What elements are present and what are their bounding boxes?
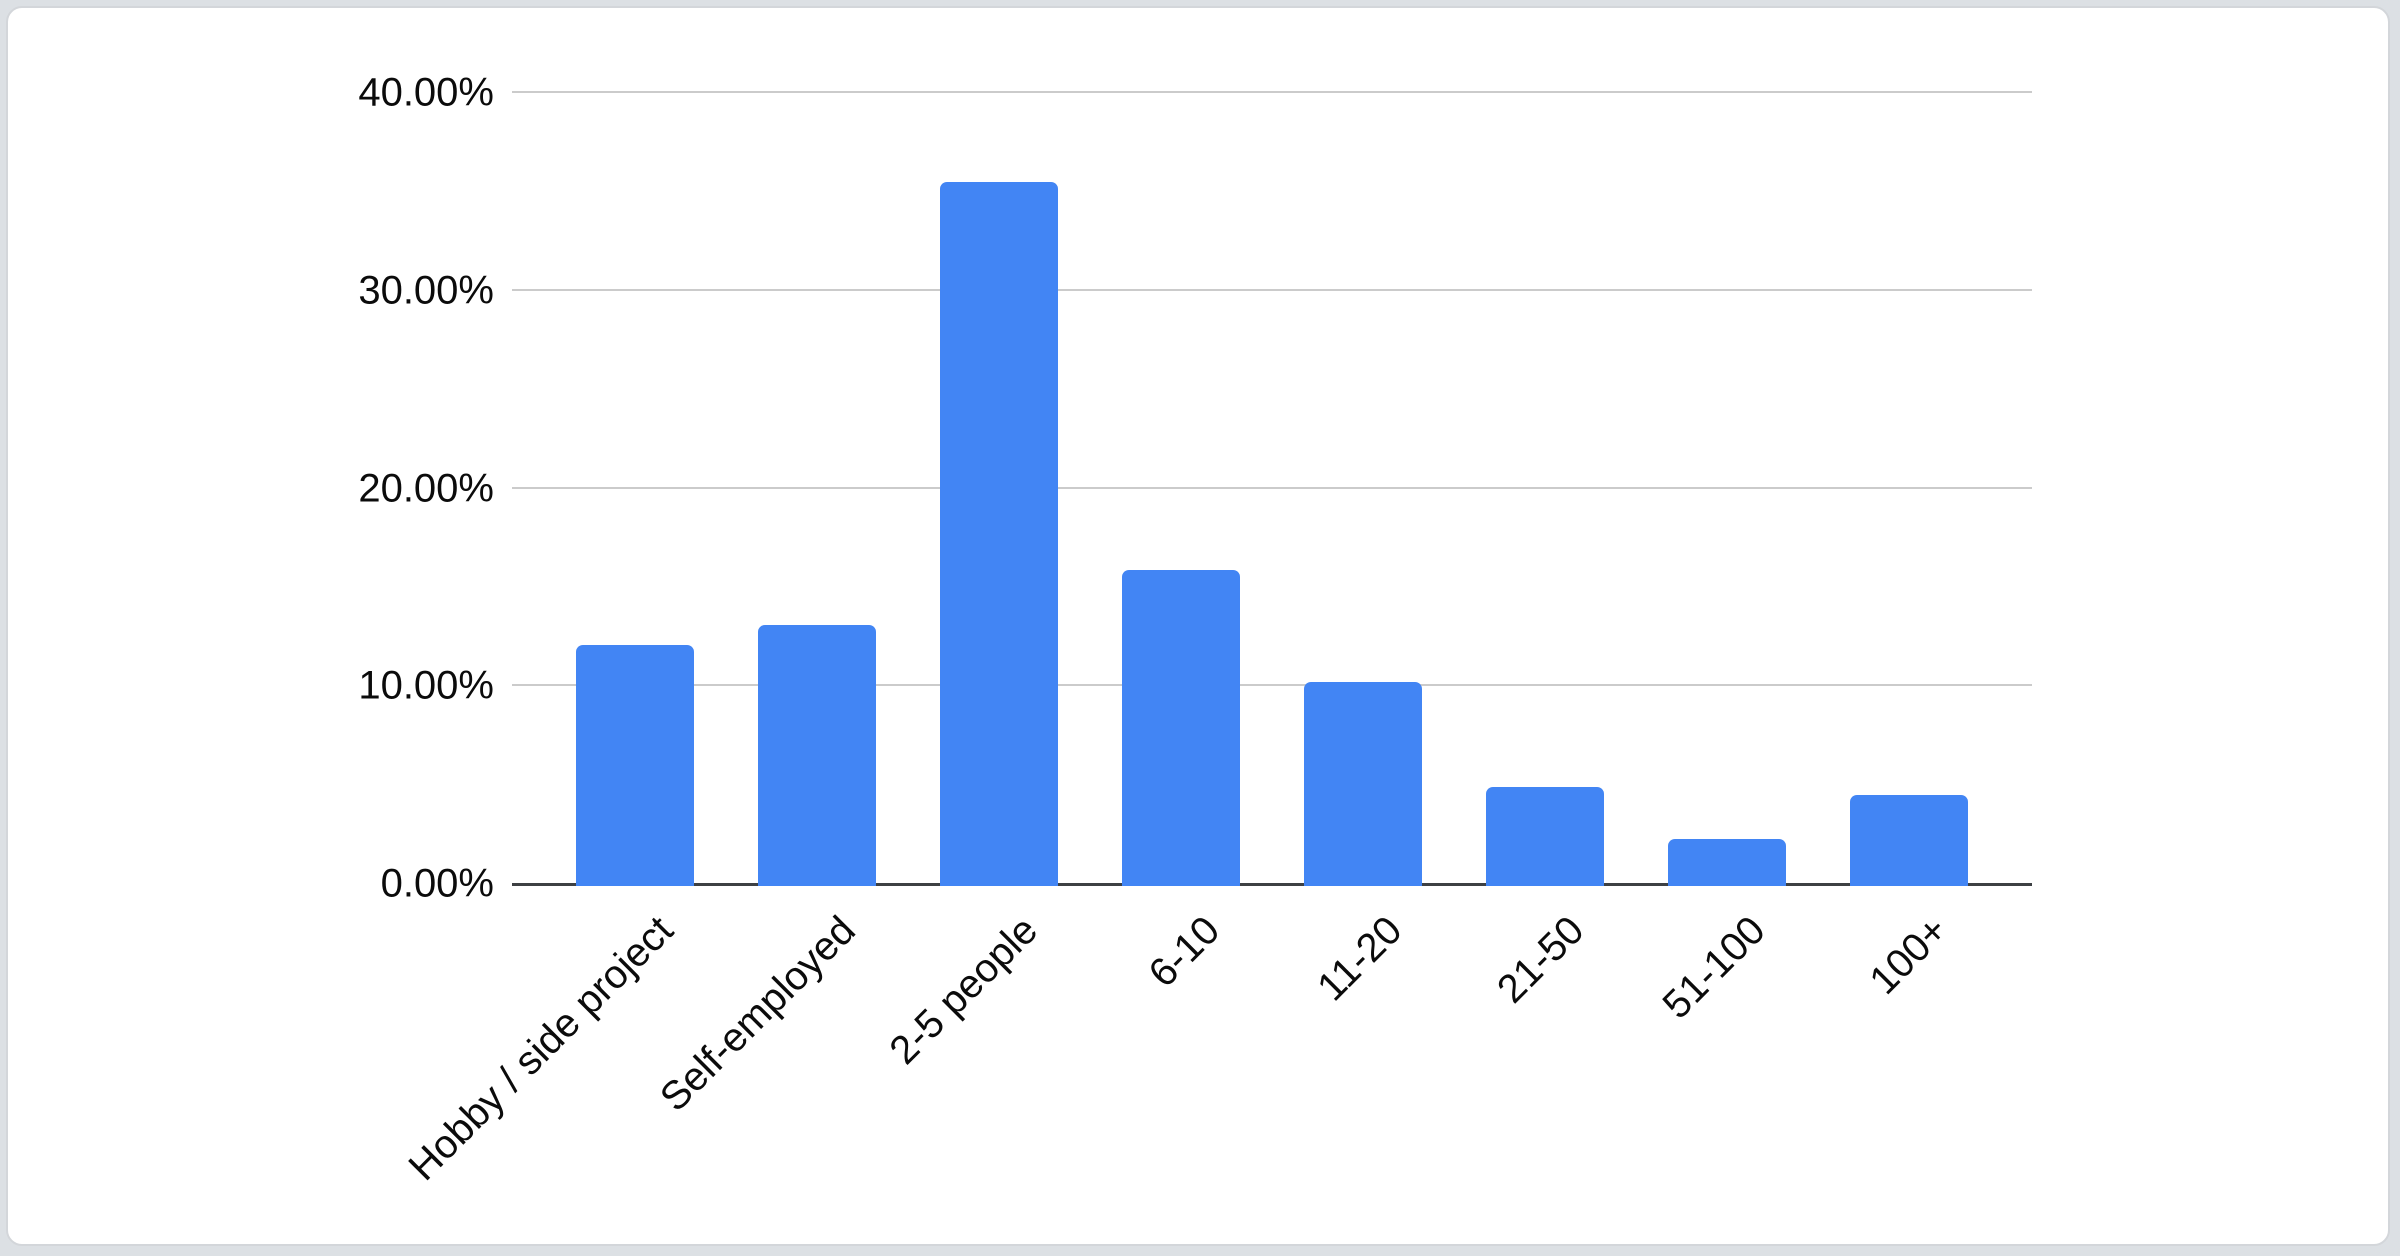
y-axis-tick-label: 20.00% [358,466,494,511]
bar [758,625,876,886]
gridline [512,684,2032,686]
bar [576,645,694,886]
x-axis-baseline [512,883,2032,886]
x-axis-category-label: 11-20 [1308,908,1411,1010]
y-axis-tick-label: 10.00% [358,663,494,708]
x-axis-category-label: 2-5 people [881,908,1047,1073]
gridline [512,487,2032,489]
y-axis-tick-label: 30.00% [358,268,494,313]
bar [1122,570,1240,886]
bar [1486,787,1604,886]
x-axis-category-label: 51-100 [1654,908,1775,1028]
x-axis-category-label: 100+ [1861,908,1957,1003]
bar [1304,682,1422,886]
bar [1850,795,1968,886]
bar [940,182,1058,886]
x-axis-category-label: Self-employed [652,908,865,1120]
bar [1668,839,1786,886]
y-axis-tick-label: 40.00% [358,70,494,115]
gridline [512,289,2032,291]
gridline [512,91,2032,93]
x-axis-category-label: Hobby / side project [401,908,683,1190]
y-axis-tick-label: 0.00% [380,861,494,906]
x-axis-category-label: 6-10 [1140,908,1229,996]
x-axis-category-label: 21-50 [1488,908,1593,1012]
